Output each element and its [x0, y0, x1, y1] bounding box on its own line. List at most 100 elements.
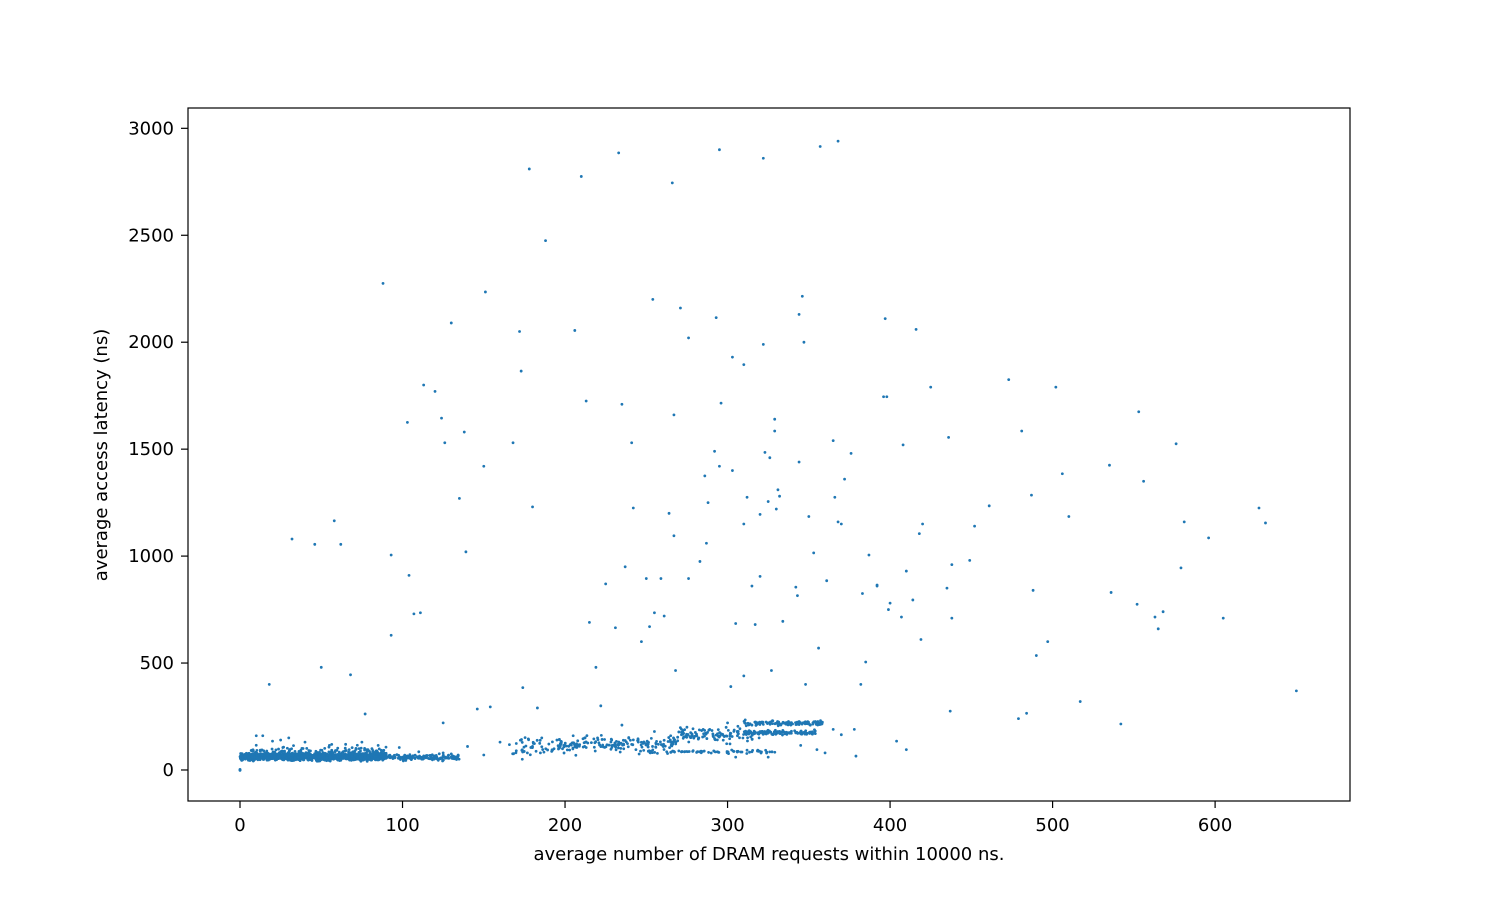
data-point [839, 733, 843, 737]
data-point [418, 756, 421, 760]
data-point [419, 611, 422, 615]
data-point [601, 743, 605, 747]
data-point [734, 755, 738, 759]
data-point [613, 742, 617, 746]
data-point [603, 746, 607, 749]
data-point [702, 749, 706, 753]
data-point [644, 577, 648, 580]
data-point [682, 735, 686, 739]
data-point [634, 748, 638, 752]
data-point [318, 759, 321, 762]
data-point [282, 757, 285, 761]
data-point [1046, 640, 1050, 644]
data-point [368, 754, 372, 757]
data-point [563, 741, 567, 745]
data-point [384, 745, 388, 749]
data-point [734, 622, 738, 625]
data-point [677, 749, 681, 753]
data-point [1030, 493, 1033, 497]
data-point [669, 734, 673, 738]
data-point [704, 731, 707, 735]
data-point [794, 585, 798, 589]
data-point [731, 469, 734, 472]
data-point [804, 683, 807, 686]
data-point [808, 723, 812, 726]
data-point [251, 748, 255, 752]
data-point [662, 738, 666, 742]
data-point [568, 748, 572, 752]
data-point [1264, 521, 1267, 525]
points-layer [238, 139, 1298, 772]
data-point [864, 660, 868, 664]
data-point [651, 298, 655, 301]
data-point [781, 619, 785, 623]
data-point [511, 752, 515, 756]
data-point [620, 402, 624, 406]
data-point [749, 735, 753, 739]
data-point [813, 720, 817, 723]
data-point [773, 417, 777, 421]
data-point [521, 750, 525, 754]
data-point [885, 395, 889, 399]
data-point [277, 747, 280, 751]
data-point [433, 390, 437, 393]
data-point [434, 753, 438, 757]
data-point [680, 750, 683, 754]
data-point [350, 746, 354, 750]
data-point [746, 731, 750, 735]
data-point [308, 752, 312, 756]
data-point [425, 754, 429, 758]
data-point [950, 563, 954, 567]
data-point [674, 669, 677, 672]
data-point [768, 729, 771, 733]
data-point [569, 743, 573, 747]
data-point [904, 748, 908, 752]
data-point [637, 752, 641, 756]
data-point [770, 750, 774, 754]
data-point [562, 751, 566, 755]
data-point [622, 747, 626, 751]
data-point [653, 611, 656, 615]
data-point [1179, 566, 1183, 570]
data-point [619, 741, 623, 745]
data-point [330, 743, 334, 746]
data-point [1109, 591, 1113, 594]
data-point [697, 750, 701, 754]
data-point [255, 756, 259, 759]
data-point [691, 750, 695, 753]
data-point [895, 739, 898, 743]
data-point [594, 665, 598, 669]
x-axis-label: average number of DRAM requests within 1… [534, 844, 1005, 865]
data-point [325, 759, 328, 763]
data-point [442, 755, 446, 759]
data-point [643, 741, 646, 745]
data-point [901, 443, 905, 447]
data-point [457, 757, 461, 761]
data-point [363, 747, 367, 750]
data-point [343, 755, 347, 759]
data-point [300, 746, 304, 750]
data-point [747, 723, 751, 726]
data-point [788, 731, 792, 735]
y-tick-label: 2500 [128, 225, 174, 246]
data-point [671, 742, 675, 746]
data-point [475, 707, 479, 711]
data-point [498, 740, 502, 744]
data-point [671, 749, 675, 753]
data-point [667, 511, 671, 515]
data-point [1067, 515, 1071, 518]
data-point [369, 758, 373, 762]
data-point [305, 746, 309, 750]
data-point [320, 757, 324, 761]
data-point [343, 746, 347, 750]
data-point [289, 756, 293, 760]
data-point [328, 755, 332, 759]
data-point [783, 732, 787, 736]
data-point [280, 754, 284, 758]
data-point [766, 755, 770, 759]
data-point [653, 750, 657, 754]
data-point [520, 738, 523, 741]
data-point [508, 743, 511, 747]
data-point [525, 751, 529, 755]
data-point [648, 625, 651, 629]
